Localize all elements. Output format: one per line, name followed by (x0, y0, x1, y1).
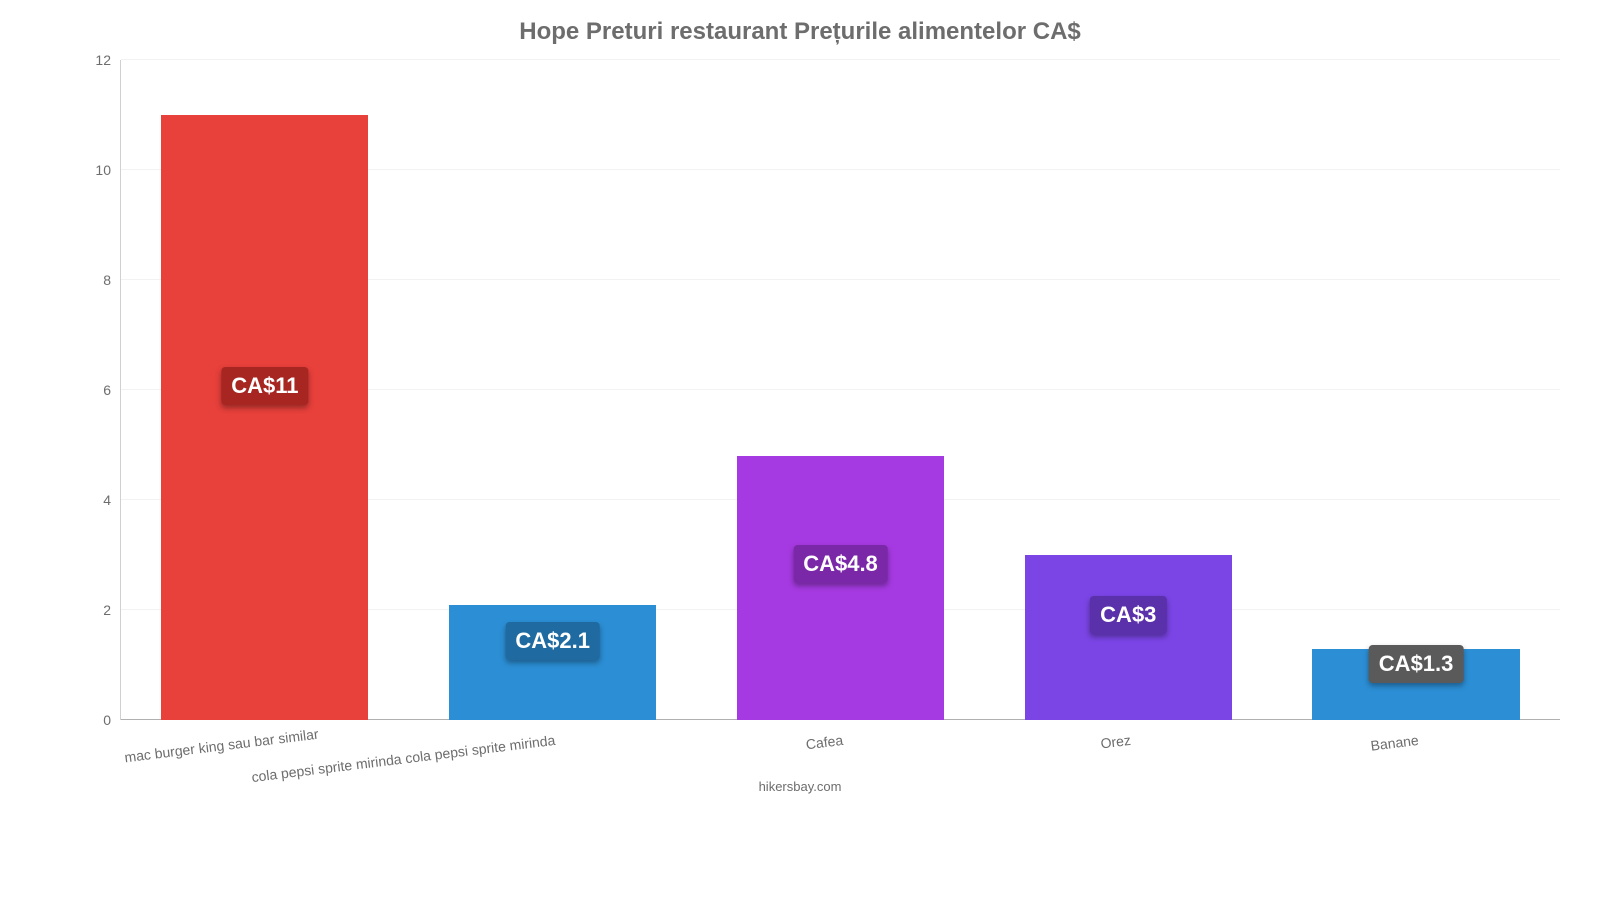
bar-value-label: CA$4.8 (793, 545, 888, 583)
y-tick-label: 12 (95, 52, 121, 68)
attribution-text: hikersbay.com (759, 779, 842, 794)
bar-value-label: CA$2.1 (505, 622, 600, 660)
bar-value-label: CA$3 (1090, 596, 1166, 634)
bar-value-label: CA$1.3 (1369, 645, 1464, 683)
y-tick-label: 0 (103, 712, 121, 728)
y-tick-label: 8 (103, 272, 121, 288)
chart-title: Hope Preturi restaurant Prețurile alimen… (0, 0, 1600, 46)
bar-value-label: CA$11 (221, 367, 308, 405)
y-tick-label: 6 (103, 382, 121, 398)
y-tick-label: 10 (95, 162, 121, 178)
y-tick-label: 2 (103, 602, 121, 618)
plot-region: 024681012CA$11mac burger king sau bar si… (120, 60, 1560, 720)
bar (1025, 555, 1232, 720)
y-tick-label: 4 (103, 492, 121, 508)
bar (737, 456, 944, 720)
chart-area: 024681012CA$11mac burger king sau bar si… (120, 60, 1560, 720)
gridline (121, 59, 1560, 60)
bar (161, 115, 368, 720)
